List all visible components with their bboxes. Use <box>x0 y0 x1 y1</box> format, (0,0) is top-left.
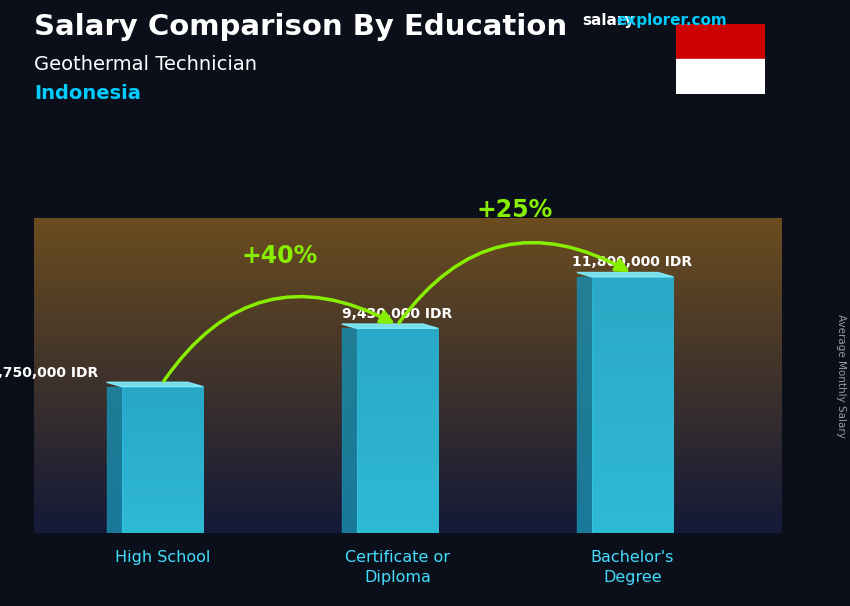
Text: 11,800,000 IDR: 11,800,000 IDR <box>572 255 693 269</box>
Bar <box>676 24 765 59</box>
Text: 6,750,000 IDR: 6,750,000 IDR <box>0 366 98 380</box>
Text: Indonesia: Indonesia <box>34 84 141 102</box>
Bar <box>676 59 765 94</box>
Polygon shape <box>342 324 438 328</box>
Text: +25%: +25% <box>477 198 553 222</box>
Polygon shape <box>577 273 673 277</box>
Text: +40%: +40% <box>241 244 318 268</box>
Polygon shape <box>342 328 357 533</box>
Polygon shape <box>106 387 122 533</box>
Text: Average Monthly Salary: Average Monthly Salary <box>836 314 846 438</box>
Text: Geothermal Technician: Geothermal Technician <box>34 55 257 73</box>
Polygon shape <box>106 382 203 387</box>
Text: 9,430,000 IDR: 9,430,000 IDR <box>343 307 452 321</box>
Polygon shape <box>577 277 592 533</box>
Text: Salary Comparison By Education: Salary Comparison By Education <box>34 13 567 41</box>
Text: explorer.com: explorer.com <box>616 13 727 28</box>
Text: salary: salary <box>582 13 635 28</box>
